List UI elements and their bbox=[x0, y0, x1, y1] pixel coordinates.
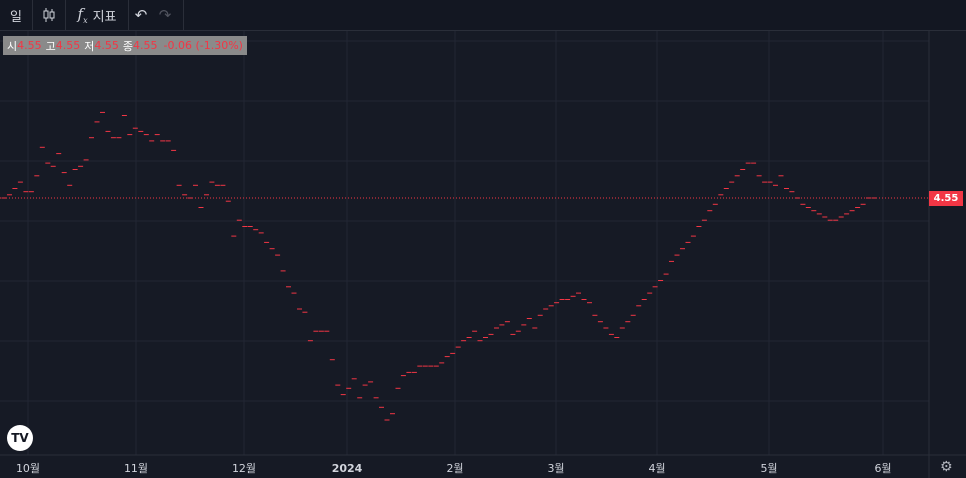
gear-icon[interactable]: ⚙ bbox=[940, 459, 953, 475]
toolbar-divider bbox=[32, 0, 33, 30]
high-label: 고 bbox=[45, 39, 56, 53]
high-value: 4.55 bbox=[55, 39, 81, 52]
price-chart[interactable]: 10월 11월 12월 2024 2월 3월 4월 5월 6월 bbox=[0, 31, 966, 478]
x-tick-label: 11월 bbox=[124, 462, 148, 475]
x-tick-label: 2024 bbox=[332, 462, 363, 475]
x-tick-label: 4월 bbox=[648, 462, 665, 475]
candlestick-icon[interactable] bbox=[33, 0, 65, 30]
close-label: 종 bbox=[122, 39, 133, 53]
x-tick-label: 12월 bbox=[232, 462, 256, 475]
toolbar-divider bbox=[183, 0, 184, 30]
low-label: 저 bbox=[84, 39, 95, 53]
x-tick-label: 5월 bbox=[760, 462, 777, 475]
top-toolbar: 일 fx 지표 ↶ ↷ bbox=[0, 0, 966, 31]
function-icon: fx bbox=[77, 5, 88, 25]
ohlc-legend: 시 4.55 고 4.55 저 4.55 종 4.55 -0.06 (-1.30… bbox=[3, 36, 247, 55]
x-tick-label: 3월 bbox=[547, 462, 564, 475]
low-value: 4.55 bbox=[94, 39, 119, 52]
toolbar-divider bbox=[65, 0, 66, 30]
open-value: 4.55 bbox=[17, 39, 42, 52]
redo-icon[interactable]: ↷ bbox=[158, 6, 172, 24]
undo-icon[interactable]: ↶ bbox=[134, 6, 148, 24]
interval-button[interactable]: 일 bbox=[10, 9, 22, 25]
indicators-label: 지표 bbox=[92, 9, 117, 25]
last-price-label: 4.55 bbox=[929, 191, 963, 206]
toolbar-divider bbox=[128, 0, 129, 30]
x-tick-label: 6월 bbox=[874, 462, 891, 475]
open-label: 시 bbox=[7, 39, 18, 53]
indicators-button[interactable]: fx 지표 bbox=[66, 0, 128, 30]
x-tick-label: 2월 bbox=[446, 462, 463, 475]
x-tick-label: 10월 bbox=[16, 462, 40, 475]
close-value: 4.55 bbox=[133, 39, 158, 52]
change-value: -0.06 (-1.30%) bbox=[163, 39, 243, 52]
tradingview-logo[interactable]: TV bbox=[7, 425, 33, 451]
